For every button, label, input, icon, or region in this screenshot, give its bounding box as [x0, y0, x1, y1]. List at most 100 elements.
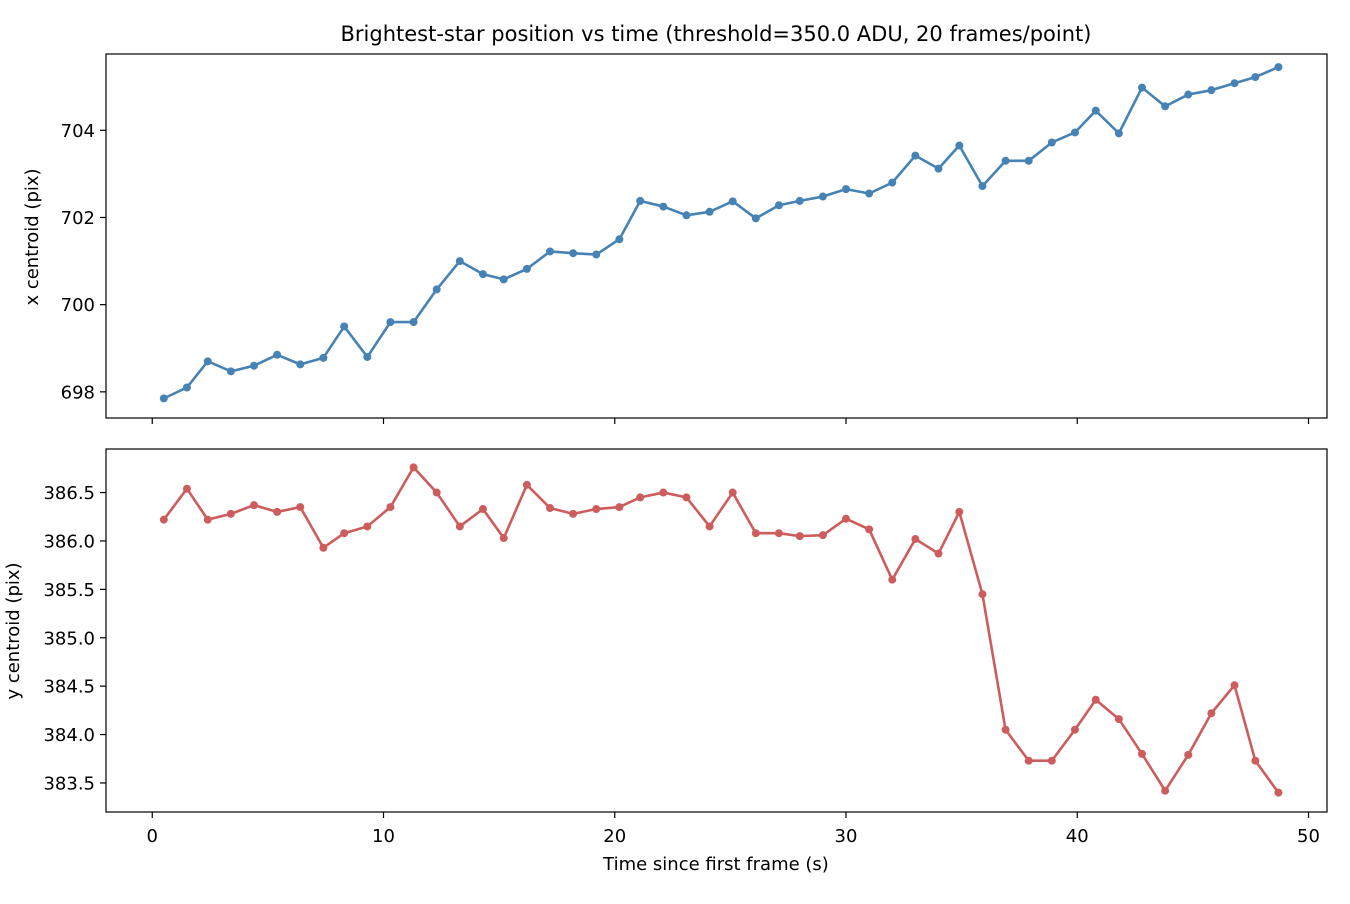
y-centroid-data-point [203, 515, 212, 524]
x-centroid-data-point [842, 185, 850, 194]
y-centroid-data-point [1114, 715, 1123, 724]
y-centroid-data-point [751, 529, 760, 538]
x-centroid-data-point [1184, 90, 1193, 99]
y-centroid-data-point [978, 590, 987, 599]
y-centroid-ytick-label: 384.0 [43, 725, 95, 746]
y-centroid-data-point [250, 501, 258, 510]
y-centroid-data-point [432, 488, 441, 497]
x-centroid-data-point [1114, 129, 1123, 138]
y-centroid-data-point [682, 493, 691, 502]
x-centroid-ytick-label: 698 [61, 382, 95, 403]
y-centroid-data-point [1230, 681, 1239, 690]
y-centroid-data-point [636, 493, 645, 502]
x-centroid-data-point [340, 322, 349, 331]
x-centroid-data-point [363, 352, 372, 361]
time-xtick-label: 10 [372, 826, 395, 847]
x-centroid-data-point [795, 196, 804, 205]
y-centroid-data-point [340, 529, 349, 538]
x-centroid-data-point [1207, 86, 1216, 95]
x-centroid-ytick-label: 700 [61, 295, 95, 316]
y-centroid-data-point [159, 515, 168, 524]
x-centroid-data-point [203, 357, 212, 366]
y-centroid-data-point [182, 484, 191, 493]
y-centroid-data-point [273, 507, 282, 516]
x-centroid-data-point [728, 197, 737, 206]
x-centroid-data-point [682, 211, 691, 220]
y-centroid-data-point [1024, 756, 1033, 765]
y-centroid-series-line [162, 466, 1280, 794]
x-centroid-data-point [1251, 73, 1260, 82]
x-centroid-data-point [499, 275, 508, 284]
x-centroid-data-point [546, 247, 554, 256]
x-centroid-data-point [569, 249, 578, 258]
x-centroid-data-point [522, 264, 531, 273]
x-centroid-data-point [1138, 83, 1146, 92]
y-centroid-data-point [1274, 788, 1283, 797]
x-centroid-data-point [751, 214, 760, 223]
chart-title: Brightest-star position vs time (thresho… [341, 22, 1092, 46]
y-centroid-data-point [592, 505, 601, 514]
x-centroid-data-point [911, 151, 920, 160]
y-centroid-data-point [1251, 756, 1260, 765]
time-axis-label: Time since first frame (s) [602, 854, 829, 875]
y-centroid-ytick-label: 385.5 [43, 580, 95, 601]
x-centroid-data-point [978, 182, 987, 191]
y-centroid-data-point [888, 575, 897, 584]
x-centroid-data-point [636, 196, 645, 205]
y-centroid-data-point [818, 531, 827, 540]
time-xtick-label: 40 [1066, 826, 1089, 847]
y-centroid-ytick-label: 384.5 [43, 677, 95, 698]
y-centroid-data-point [955, 507, 964, 516]
x-centroid-plot-frame [105, 53, 1328, 419]
x-centroid-data-point [705, 207, 714, 216]
time-xtick-label: 50 [1297, 826, 1320, 847]
time-xtick-label: 0 [147, 826, 158, 847]
x-centroid-data-point [455, 257, 464, 266]
y-centroid-data-point [319, 543, 328, 552]
x-centroid-data-point [774, 201, 783, 210]
y-centroid-data-point [934, 549, 943, 558]
x-centroid-data-point [296, 360, 305, 369]
x-centroid-data-point [955, 141, 964, 150]
x-centroid-data-point [818, 192, 827, 201]
x-centroid-series-line [163, 65, 1279, 400]
x-centroid-data-point [1091, 106, 1100, 115]
y-centroid-data-point [1161, 786, 1170, 795]
y-centroid-data-point [522, 480, 531, 489]
x-centroid-data-point [1001, 156, 1010, 165]
x-centroid-data-point [1230, 79, 1239, 88]
y-centroid-data-point [455, 522, 464, 531]
y-centroid-data-point [546, 504, 554, 513]
y-centroid-data-point [1047, 756, 1056, 765]
x-centroid-data-point [1047, 138, 1056, 147]
x-centroid-data-point [432, 285, 441, 294]
y-centroid-data-point [478, 505, 487, 514]
y-centroid-data-point [705, 522, 714, 531]
y-centroid-data-point [615, 503, 624, 512]
y-centroid-data-point [795, 532, 804, 541]
y-centroid-data-point [842, 514, 850, 523]
x-centroid-data-point [1161, 102, 1170, 111]
x-centroid-panel: 698 700 702 704 x centroid (pix) [22, 53, 1328, 424]
x-centroid-data-point [1024, 156, 1033, 165]
time-xtick-label: 20 [603, 826, 626, 847]
y-centroid-data-point [1138, 749, 1146, 758]
x-centroid-data-point [319, 353, 328, 362]
x-centroid-data-point [159, 394, 168, 403]
x-centroid-data-point [1070, 128, 1079, 137]
y-centroid-ytick-label: 386.5 [43, 483, 95, 504]
y-centroid-data-point [1001, 725, 1010, 734]
y-centroid-axis-label: y centroid (pix) [3, 562, 24, 699]
y-centroid-ytick-label: 385.0 [43, 628, 95, 649]
x-centroid-data-point [273, 350, 282, 359]
x-centroid-data-point [865, 189, 874, 198]
time-xtick-label: 30 [835, 826, 858, 847]
y-centroid-data-point [728, 488, 737, 497]
y-centroid-data-point [774, 529, 783, 538]
x-centroid-data-point [659, 202, 668, 211]
y-centroid-data-point [865, 525, 874, 534]
x-centroid-data-point [615, 235, 624, 244]
y-centroid-data-point [226, 509, 235, 518]
y-centroid-ytick-label: 383.5 [43, 773, 95, 794]
